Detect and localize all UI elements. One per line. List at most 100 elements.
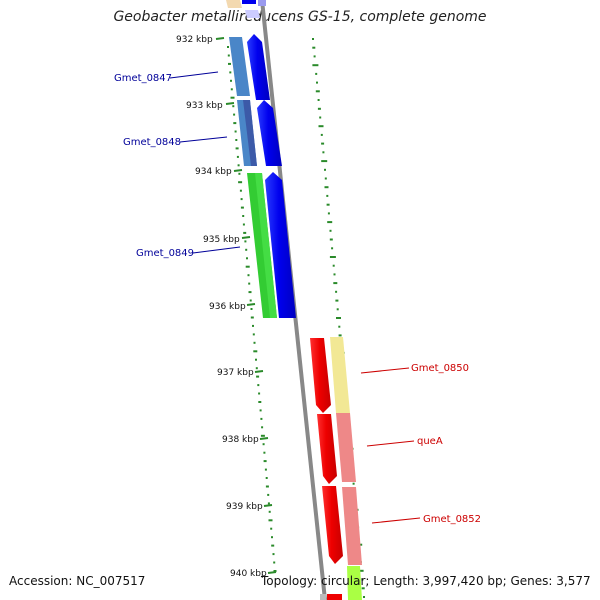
gc-mark [271,544,275,547]
gc-mark [338,334,342,337]
label-gmet0850: Gmet_0850 [360,363,469,374]
svg-text:937 kbp: 937 kbp [217,368,254,378]
svg-text:939 kbp: 939 kbp [226,502,263,512]
gc-mark [230,96,235,99]
gc-mark [240,206,244,209]
gc-mark [321,142,325,145]
gc-mark [233,122,237,125]
forward-cds-track[interactable] [247,34,296,318]
cds-arrow-gmet0852 [322,486,343,564]
gc-mark [335,299,339,302]
svg-text:Gmet_0850: Gmet_0850 [411,363,469,374]
gc-mark [336,317,341,319]
gene-bar-gmet0850 [330,337,350,413]
label-gmet0847: Gmet_0847 [114,71,219,84]
gc-mark [238,172,241,175]
gc-mark [233,113,236,116]
gc-mark [332,264,335,267]
gc-mark [230,79,232,82]
gc-mark [258,401,262,403]
gc-mark [253,341,256,344]
gc-mark [227,54,230,57]
gc-mark [324,186,329,189]
gc-track-left [227,46,277,572]
gc-mark [267,502,270,505]
label-quea: queA [366,436,443,447]
gc-mark [312,38,314,40]
gc-mark [265,477,268,479]
tick-938: 938 kbp [222,435,269,445]
gc-mark [317,99,320,101]
gc-mark [324,177,327,180]
gene-labels: Gmet_0847 Gmet_0848 Gmet_0849 Gmet_0850 … [114,71,481,525]
map-title: Geobacter metallireducens GS-15, complet… [113,9,487,25]
gc-mark [242,215,245,217]
svg-text:Gmet_0852: Gmet_0852 [423,514,481,525]
gc-mark [270,527,273,530]
gc-mark [245,265,250,268]
gc-mark [263,451,266,454]
gc-mark [227,46,229,48]
gc-mark [246,257,248,260]
svg-text:934 kbp: 934 kbp [195,167,232,177]
gc-mark [261,426,264,429]
cds-arrow-gmet0849 [265,172,296,318]
gc-mark [315,90,320,93]
gc-mark [363,596,365,598]
gc-mark [260,417,263,420]
reverse-cds-track[interactable] [310,338,343,600]
svg-text:935 kbp: 935 kbp [203,235,240,245]
gc-mark [259,409,262,412]
svg-text:Gmet_0847: Gmet_0847 [114,73,172,84]
gene-color-track [229,37,362,600]
gc-mark [235,139,238,141]
gc-mark [252,324,254,327]
gc-mark [313,55,316,58]
gc-mark [333,273,336,276]
gc-mark [229,71,232,74]
cds-arrow-gmet0850 [310,338,331,413]
gc-mark [228,62,231,65]
gc-mark [247,274,250,277]
gc-mark [234,130,237,133]
gc-mark [235,147,239,150]
gc-mark [319,116,322,119]
gc-mark [316,81,318,84]
cds-arrow-gmet0847 [247,34,270,100]
gc-mark [238,181,243,184]
gc-mark [268,510,271,513]
svg-text:938 kbp: 938 kbp [222,435,259,445]
svg-text:936 kbp: 936 kbp [209,302,246,312]
axis-ticks: 932 kbp 933 kbp 934 kbp 935 kbp 936 kbp … [176,35,277,579]
gc-mark [331,247,334,250]
gc-mark [256,375,260,378]
gc-mark [327,221,333,224]
gc-mark [352,482,355,485]
gc-mark [324,168,326,171]
gc-mark [361,587,365,590]
gc-mark [273,570,277,572]
gc-mark [322,151,325,154]
gc-mark [265,485,269,488]
tick-940: 940 kbp [230,569,277,579]
gc-mark [248,282,251,285]
gc-mark [245,248,248,251]
gc-mark [257,384,260,387]
gc-mark [250,316,254,319]
gc-mark [240,198,243,201]
svg-text:933 kbp: 933 kbp [186,101,223,111]
gc-mark [230,88,233,91]
gc-mark [317,107,321,110]
gc-mark [273,561,276,564]
svg-text:queA: queA [417,436,443,447]
gc-mark [248,291,252,294]
gc-mark [329,229,332,232]
gc-mark [243,231,247,234]
cds-arrow-quea [317,414,337,484]
tick-933: 933 kbp [186,101,235,111]
gc-mark [237,164,240,167]
gc-mark [329,238,333,241]
gc-mark [312,46,316,49]
label-gmet0852: Gmet_0852 [371,514,481,525]
